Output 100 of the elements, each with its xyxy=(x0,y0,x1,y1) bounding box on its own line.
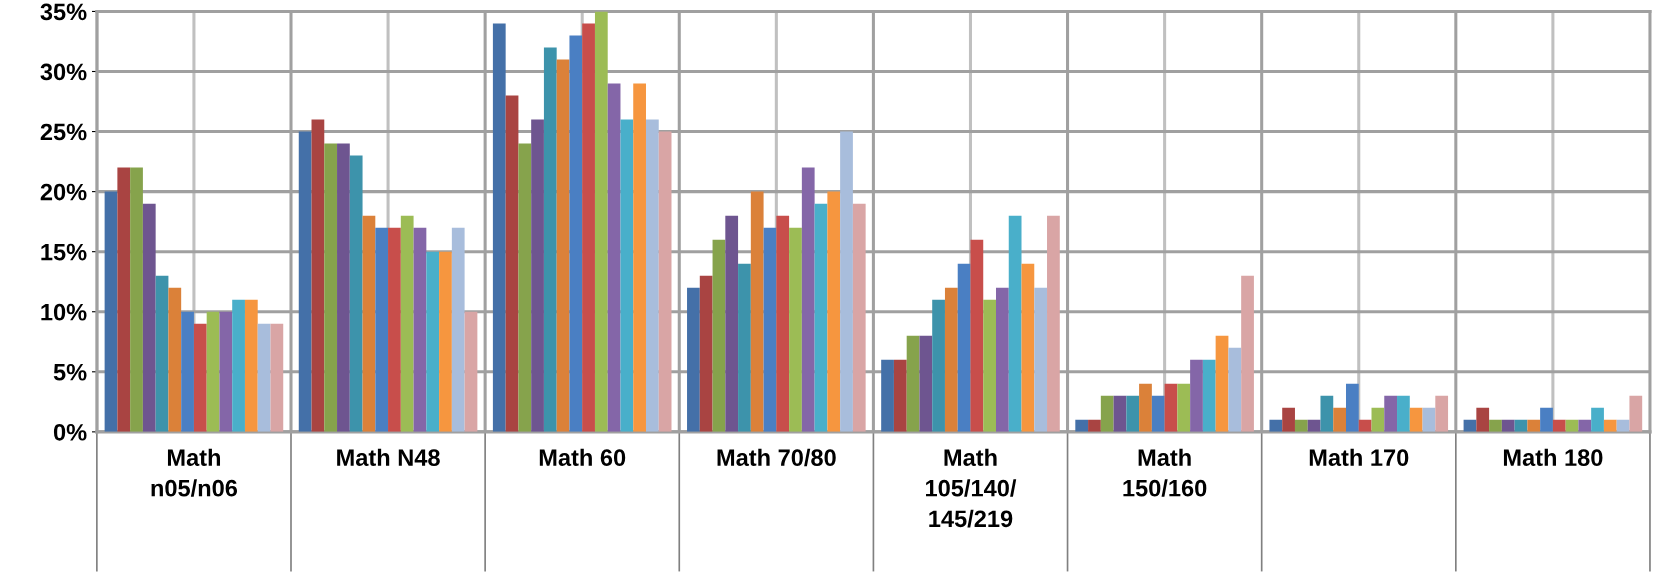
bar xyxy=(464,311,478,432)
bar xyxy=(995,287,1009,432)
bar xyxy=(155,275,169,432)
bar xyxy=(687,287,700,432)
bar xyxy=(1501,419,1515,432)
bar xyxy=(919,335,933,432)
bar xyxy=(324,143,338,432)
bar xyxy=(1202,359,1216,432)
bar xyxy=(1371,407,1385,432)
bar xyxy=(1190,359,1203,432)
bar xyxy=(658,131,672,432)
bar xyxy=(1269,419,1283,432)
bar xyxy=(881,359,894,432)
bar xyxy=(852,203,866,432)
bar xyxy=(142,203,156,432)
bar xyxy=(620,119,634,432)
bar xyxy=(983,299,996,432)
bar xyxy=(556,59,570,432)
bar xyxy=(1088,419,1101,432)
y-tick-label: 30% xyxy=(40,63,87,81)
bar xyxy=(543,47,557,432)
bar xyxy=(1527,419,1541,432)
bar xyxy=(1578,419,1592,432)
bar xyxy=(1409,407,1423,432)
bar xyxy=(645,119,659,432)
bar xyxy=(1075,419,1089,432)
bar xyxy=(789,227,802,432)
bar xyxy=(492,23,506,432)
bar xyxy=(244,299,258,432)
bar xyxy=(168,287,182,432)
bar xyxy=(944,287,958,432)
bar xyxy=(1100,395,1114,432)
bar xyxy=(362,215,376,432)
bar xyxy=(1384,395,1398,432)
bar xyxy=(633,83,646,432)
bar xyxy=(1489,419,1502,432)
bar xyxy=(906,335,920,432)
bar xyxy=(1552,419,1566,432)
bar xyxy=(1320,395,1334,432)
bar xyxy=(426,251,440,432)
bar xyxy=(1358,419,1372,432)
bar xyxy=(814,203,828,432)
bar xyxy=(776,215,790,432)
bar xyxy=(1540,407,1553,432)
bar xyxy=(970,239,984,432)
bar xyxy=(337,143,350,432)
x-tick-label: Math n05/n06 xyxy=(151,448,238,497)
bar xyxy=(1241,275,1254,432)
bar xyxy=(1021,263,1035,432)
bar xyxy=(518,143,532,432)
bar xyxy=(1177,383,1191,432)
bar xyxy=(1476,407,1490,432)
bar xyxy=(1126,395,1140,432)
bar xyxy=(1139,383,1152,432)
x-tick-label: Math N48 xyxy=(337,448,440,467)
bar xyxy=(1034,287,1048,432)
bar xyxy=(1333,407,1346,432)
bar xyxy=(750,191,764,432)
x-tick-label: Math 180 xyxy=(1503,448,1603,467)
bar xyxy=(439,251,452,432)
bar xyxy=(1151,395,1165,432)
bar xyxy=(840,131,853,432)
bar xyxy=(219,311,233,432)
y-tick-label: 25% xyxy=(40,123,87,141)
bar xyxy=(130,167,143,432)
bar xyxy=(270,323,284,432)
bar xyxy=(1435,395,1449,432)
bar xyxy=(531,119,544,432)
bar xyxy=(1294,419,1308,432)
bar xyxy=(763,227,777,432)
bar xyxy=(349,155,363,432)
bar xyxy=(375,227,389,432)
bar xyxy=(232,299,245,432)
bar xyxy=(257,323,271,432)
bar xyxy=(607,83,621,432)
y-tick-label: 5% xyxy=(53,363,87,381)
bar xyxy=(738,263,751,432)
bar xyxy=(893,359,907,432)
x-tick-label: Math 70/80 xyxy=(717,448,836,467)
bar xyxy=(451,227,465,432)
bar xyxy=(1603,419,1617,432)
bar xyxy=(801,167,815,432)
x-tick-label: Math 150/160 xyxy=(1123,448,1207,497)
bar xyxy=(1629,395,1643,432)
bar xyxy=(1228,347,1242,432)
bar xyxy=(1008,215,1022,432)
y-tick-label: 15% xyxy=(41,243,87,261)
bar xyxy=(206,311,220,432)
bar xyxy=(1346,383,1359,432)
bar xyxy=(594,11,608,432)
x-tick-label: Math 105/140/145/219 xyxy=(926,448,1017,528)
bar xyxy=(725,215,739,432)
bar xyxy=(1215,335,1229,432)
bar xyxy=(827,191,841,432)
bar xyxy=(1422,407,1436,432)
bar xyxy=(699,275,713,432)
bar xyxy=(104,191,118,432)
bar xyxy=(193,323,207,432)
bar xyxy=(932,299,945,432)
bar xyxy=(1282,407,1295,432)
